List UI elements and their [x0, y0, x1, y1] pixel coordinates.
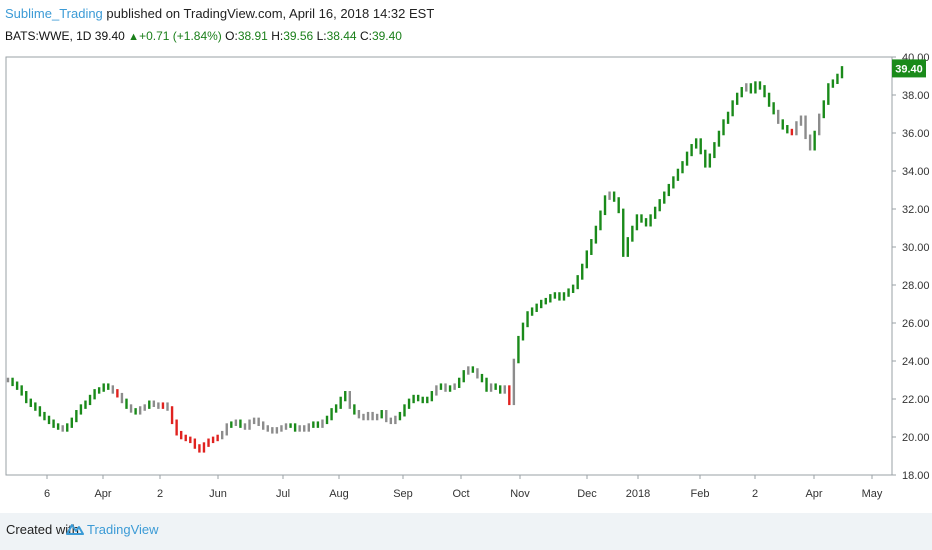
x-tick-label: 2018 — [626, 488, 650, 500]
created-with-label: Created with — [6, 522, 79, 537]
x-tick-label: Apr — [94, 488, 111, 500]
close-value: 39.40 — [371, 29, 402, 43]
x-tick-label: Jun — [209, 488, 227, 500]
y-tick-label: 20.00 — [902, 432, 930, 444]
y-tick-label: 38.00 — [902, 90, 930, 102]
y-tick-label: 26.00 — [902, 318, 930, 330]
low-label: L: — [316, 29, 327, 43]
publish-info: Sublime_Trading published on TradingView… — [5, 6, 434, 21]
open-label: O: — [225, 29, 238, 43]
y-tick-label: 36.00 — [902, 128, 930, 140]
last-price-label: 39.40 — [895, 63, 923, 75]
x-tick-label: 2 — [157, 488, 163, 500]
plot-area — [5, 56, 893, 476]
publisher-link[interactable]: Sublime_Trading — [5, 6, 103, 21]
footer-bar: Created with TradingView — [0, 513, 932, 550]
x-tick-label: Jul — [276, 488, 290, 500]
up-arrow-icon: ▲ — [128, 31, 140, 43]
price-chart[interactable]: 18.00 20.00 22.00 24.00 26.00 28.00 30.00 32.00… — [0, 0, 932, 513]
y-tick-label: 22.00 — [902, 394, 930, 406]
price-bars — [6, 66, 844, 453]
y-tick-label: 30.00 — [902, 242, 930, 254]
x-tick-label: 2 — [752, 488, 758, 500]
x-tick-label: Oct — [452, 488, 469, 500]
quote-line: BATS:WWE, 1D 39.40 ▲+0.71 (+1.84%) O:38.… — [5, 29, 402, 43]
last-price: 39.40 — [94, 29, 125, 43]
change-value: +0.71 (+1.84%) — [139, 29, 222, 43]
low-value: 38.44 — [326, 29, 357, 43]
close-label: C: — [359, 29, 372, 43]
x-tick-label: Apr — [805, 488, 822, 500]
high-label: H: — [271, 29, 284, 43]
x-tick-label: Nov — [510, 488, 530, 500]
x-tick-label: Dec — [577, 488, 597, 500]
x-tick-label: Sep — [393, 488, 413, 500]
y-tick-label: 32.00 — [902, 204, 930, 216]
y-tick-label: 18.00 — [902, 470, 930, 482]
symbol-label[interactable]: BATS:WWE, 1D — [5, 29, 92, 43]
tradingview-link[interactable]: TradingView — [87, 522, 159, 537]
x-tick-label: May — [862, 488, 883, 500]
x-tick-label: Aug — [329, 488, 349, 500]
x-tick-label: 6 — [44, 488, 50, 500]
tradingview-logo-icon — [66, 522, 84, 541]
y-tick-label: 24.00 — [902, 356, 930, 368]
y-tick-label: 28.00 — [902, 280, 930, 292]
open-value: 38.91 — [237, 29, 268, 43]
high-value: 39.56 — [283, 29, 314, 43]
published-text: published on TradingView.com, April 16, … — [106, 6, 435, 21]
x-tick-label: Feb — [691, 488, 710, 500]
y-tick-label: 34.00 — [902, 166, 930, 178]
last-price-tag — [892, 59, 926, 78]
